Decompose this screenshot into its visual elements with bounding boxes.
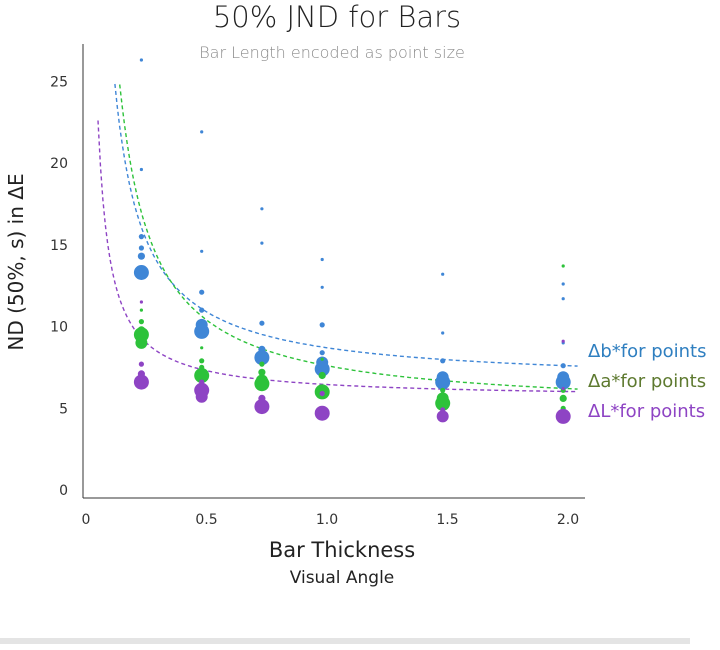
data-point-series-0-22 xyxy=(314,361,330,377)
data-point-series-0-1 xyxy=(139,167,143,172)
x-tick-label: 1.0 xyxy=(316,512,338,528)
data-point-series-2-15 xyxy=(555,408,571,424)
caption-blur xyxy=(0,638,690,644)
data-point-series-0-12 xyxy=(260,207,264,211)
data-point-series-0-23 xyxy=(441,272,445,276)
data-point-series-2-6 xyxy=(195,390,208,403)
chart-subtitle: Bar Length encoded as point size xyxy=(199,43,465,62)
data-point-series-1-19 xyxy=(561,264,565,268)
x-axis-label: Bar Thickness xyxy=(269,538,415,562)
data-point-series-0-6 xyxy=(200,130,204,134)
data-point-series-0-25 xyxy=(440,358,446,364)
data-point-series-1-21 xyxy=(559,394,567,402)
x-tick-label: 0 xyxy=(82,512,91,528)
data-point-series-0-16 xyxy=(254,350,270,366)
data-point-series-2-8 xyxy=(254,399,270,415)
fit-curve-series-2 xyxy=(97,120,578,393)
x-axis-sublabel: Visual Angle xyxy=(290,568,395,588)
y-axis-label: ND (50%, s) in ΔE xyxy=(4,173,28,350)
data-point-series-2-14 xyxy=(561,387,565,391)
y-tick-label: 0 xyxy=(59,483,68,499)
caption-strip-svg xyxy=(0,638,690,644)
data-point-series-1-14 xyxy=(318,371,326,380)
caption-strip xyxy=(0,632,720,645)
legend-label-series-0: Δb*for points xyxy=(588,341,707,362)
legend: Δb*for points Δa*for points ΔL*for points xyxy=(588,341,707,422)
data-point-series-0-13 xyxy=(260,241,264,245)
data-point-series-0-0 xyxy=(139,58,143,62)
data-point-series-0-4 xyxy=(137,252,145,260)
data-point-series-1-9 xyxy=(259,361,265,367)
data-point-series-0-20 xyxy=(319,350,325,356)
data-point-series-0-11 xyxy=(194,323,210,339)
y-tick-label: 20 xyxy=(50,156,68,172)
data-point-series-1-10 xyxy=(258,368,266,376)
data-point-series-0-28 xyxy=(561,282,565,286)
data-point-series-2-13 xyxy=(561,339,565,343)
data-point-series-2-12 xyxy=(436,410,449,423)
data-point-series-1-4 xyxy=(135,336,148,349)
data-point-series-0-33 xyxy=(555,374,571,390)
data-point-series-0-19 xyxy=(319,322,325,328)
fit-curve-series-0 xyxy=(114,83,578,367)
data-point-series-1-12 xyxy=(254,376,270,392)
data-point-series-1-5 xyxy=(200,346,204,350)
legend-label-series-2: ΔL*for points xyxy=(588,401,705,422)
data-point-series-2-10 xyxy=(314,405,330,421)
tick-labels: 0 0.5 1.0 1.5 2.0 0 5 10 15 20 25 xyxy=(50,74,579,528)
data-point-series-1-6 xyxy=(199,358,205,364)
data-point-series-1-1 xyxy=(138,319,144,325)
x-tick-label: 2.0 xyxy=(557,512,579,528)
data-point-series-0-31 xyxy=(560,363,566,369)
data-point-series-2-0 xyxy=(139,300,143,304)
legend-label-series-1: Δa*for points xyxy=(588,371,706,392)
data-points xyxy=(133,58,571,424)
data-point-series-2-1 xyxy=(138,361,144,367)
fit-curve-series-1 xyxy=(119,84,578,390)
x-tick-label: 0.5 xyxy=(195,512,217,528)
data-point-series-0-14 xyxy=(259,320,265,326)
data-point-series-0-27 xyxy=(435,374,451,390)
chart-title: 50% JND for Bars xyxy=(213,0,461,34)
data-point-series-0-18 xyxy=(320,285,324,289)
fit-curves xyxy=(97,83,578,393)
data-point-series-1-13 xyxy=(320,357,324,361)
data-point-series-1-8 xyxy=(194,368,210,383)
data-point-series-0-3 xyxy=(138,245,144,251)
data-point-series-1-18 xyxy=(435,395,451,411)
data-point-series-0-29 xyxy=(561,297,565,301)
data-point-series-0-24 xyxy=(441,331,445,335)
data-point-series-0-5 xyxy=(133,265,149,280)
data-point-series-2-9 xyxy=(319,390,325,397)
data-point-series-1-16 xyxy=(440,387,446,393)
data-point-series-0-7 xyxy=(200,249,204,253)
y-tick-label: 5 xyxy=(59,401,68,417)
data-point-series-0-8 xyxy=(199,289,205,295)
data-point-series-0-2 xyxy=(138,234,144,240)
y-tick-label: 25 xyxy=(50,74,68,90)
y-tick-label: 15 xyxy=(50,238,68,254)
data-point-series-0-17 xyxy=(320,257,324,262)
data-point-series-1-0 xyxy=(139,308,143,312)
y-tick-label: 10 xyxy=(50,320,68,336)
x-tick-label: 1.5 xyxy=(436,512,458,528)
data-point-series-2-3 xyxy=(133,374,149,390)
data-point-series-0-9 xyxy=(199,307,205,313)
